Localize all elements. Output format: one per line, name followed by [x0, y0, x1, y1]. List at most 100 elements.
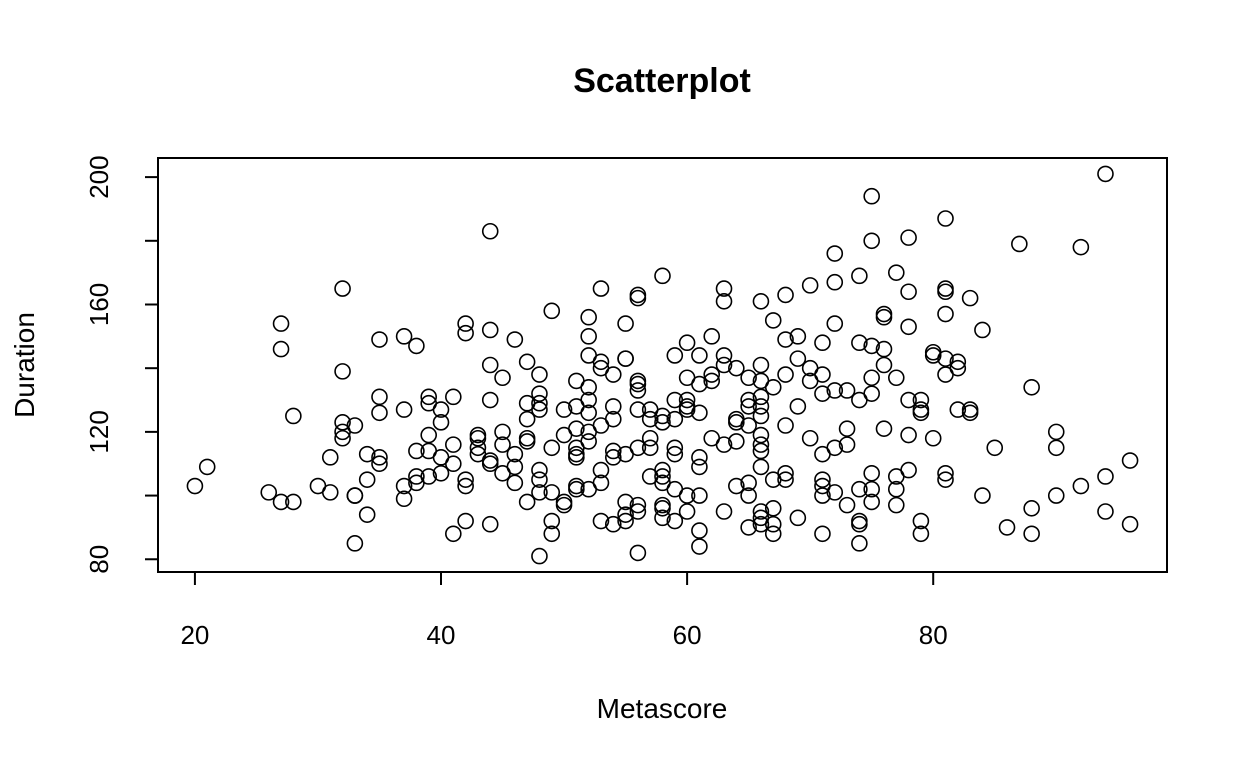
data-point: [629, 401, 647, 418]
data-point: [764, 500, 782, 517]
data-point: [604, 410, 622, 428]
data-point: [445, 436, 462, 453]
data-point: [432, 401, 450, 418]
data-point: [863, 493, 880, 511]
data-point: [432, 414, 450, 431]
data-point: [666, 410, 684, 428]
data-point: [285, 407, 302, 425]
data-point: [555, 493, 573, 511]
data-point: [629, 439, 647, 457]
data-point: [395, 328, 413, 345]
data-point: [691, 458, 708, 476]
data-point: [740, 474, 757, 492]
data-point: [408, 337, 425, 355]
data-point: [715, 503, 733, 520]
data-point: [432, 464, 450, 482]
data-point: [1023, 500, 1040, 517]
data-point: [814, 334, 831, 352]
data-point: [531, 547, 548, 565]
data-point: [518, 429, 536, 447]
data-point: [801, 277, 819, 294]
data-point: [494, 436, 511, 453]
data-point: [937, 464, 954, 482]
data-point: [445, 455, 462, 473]
data-point: [924, 429, 942, 447]
data-point: [863, 187, 880, 205]
data-point: [334, 414, 351, 431]
data-point: [777, 286, 794, 304]
data-point: [629, 289, 647, 307]
data-point: [826, 484, 844, 501]
data-point: [875, 356, 893, 374]
data-point: [777, 417, 794, 434]
data-point: [715, 347, 733, 364]
data-point: [481, 356, 499, 374]
data-point: [666, 512, 684, 530]
data-point: [1072, 238, 1090, 256]
data-point: [1121, 452, 1139, 469]
data-point: [555, 401, 573, 418]
data-point: [654, 500, 671, 517]
data-point: [617, 350, 634, 367]
data-point: [592, 353, 610, 371]
data-point: [752, 388, 770, 406]
data-point: [1072, 477, 1090, 495]
data-point: [851, 512, 868, 530]
data-point: [543, 439, 561, 457]
data-point: [814, 471, 831, 488]
data-point: [826, 439, 844, 457]
data-point: [937, 305, 954, 323]
data-point: [838, 436, 856, 453]
data-point: [814, 385, 831, 402]
y-axis: 80 120 160 200: [84, 155, 159, 574]
data-point: [789, 509, 807, 527]
data-point: [445, 388, 462, 406]
data-point: [924, 347, 942, 364]
data-point: [851, 535, 868, 552]
data-point: [506, 458, 524, 476]
data-point: [371, 449, 388, 466]
data-point: [814, 487, 831, 504]
data-point: [900, 318, 917, 336]
data-point: [457, 512, 474, 530]
data-point: [998, 519, 1016, 536]
data-point: [604, 449, 622, 466]
data-point: [691, 538, 708, 555]
data-point: [555, 496, 573, 514]
data-point: [838, 420, 856, 437]
data-point: [875, 305, 893, 323]
data-point: [752, 436, 770, 453]
y-tick-label: 120: [84, 410, 114, 453]
data-point: [420, 468, 438, 485]
data-point: [887, 496, 905, 514]
data-point: [469, 429, 487, 447]
data-point: [764, 515, 782, 533]
data-point: [826, 245, 844, 262]
data-point: [543, 512, 561, 530]
data-point: [814, 525, 831, 543]
data-point: [691, 487, 708, 504]
data-point: [543, 302, 561, 320]
data-point: [494, 423, 511, 441]
data-point: [666, 445, 684, 463]
data-point: [949, 359, 967, 377]
data-point: [641, 439, 659, 457]
data-point: [654, 267, 671, 285]
data-point: [678, 391, 696, 409]
data-point: [691, 375, 708, 393]
data-point: [912, 391, 930, 409]
data-point: [481, 455, 499, 473]
data-point: [814, 366, 831, 383]
data-point: [358, 471, 376, 488]
data-point: [1023, 378, 1040, 396]
data-point: [666, 347, 684, 364]
data-point: [715, 356, 733, 374]
data-point: [900, 391, 917, 409]
data-point: [900, 229, 917, 246]
x-axis: 20 40 60 80: [180, 571, 948, 650]
data-point: [457, 477, 474, 495]
data-point: [974, 321, 991, 339]
data-point: [1011, 235, 1028, 253]
data-point: [1047, 487, 1065, 504]
data-point: [752, 356, 770, 374]
